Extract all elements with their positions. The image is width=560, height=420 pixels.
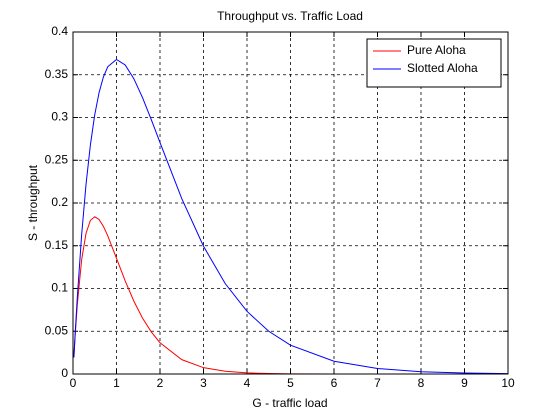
x-tick-label: 3 <box>200 376 207 390</box>
y-tick-label: 0 <box>61 366 68 380</box>
x-tick-label: 9 <box>461 376 468 390</box>
x-tick-label: 5 <box>287 376 294 390</box>
series-line <box>73 58 509 375</box>
legend: Pure Aloha Slotted Aloha <box>366 38 502 88</box>
chart-title: Throughput vs. Traffic Load <box>217 9 363 23</box>
x-tick-label: 1 <box>113 376 120 390</box>
legend-box <box>366 38 502 88</box>
x-tick-label: 7 <box>374 376 381 390</box>
legend-label: Slotted Aloha <box>407 61 478 75</box>
x-axis-label: G - traffic load <box>252 396 327 410</box>
x-tick-label: 6 <box>331 376 338 390</box>
y-tick-label: 0.3 <box>51 110 68 124</box>
x-tick-label: 0 <box>70 376 77 390</box>
axes-box <box>72 31 509 375</box>
y-tick-label: 0.2 <box>51 195 68 209</box>
x-tick-label: 10 <box>501 376 515 390</box>
y-tick-label: 0.15 <box>45 238 69 252</box>
x-tick-label: 4 <box>244 376 251 390</box>
y-tick-label: 0.4 <box>51 24 68 38</box>
y-tick-label: 0.1 <box>51 281 68 295</box>
y-tick-label: 0.05 <box>45 323 69 337</box>
legend-label: Pure Aloha <box>407 43 466 57</box>
x-tick-label: 2 <box>157 376 164 390</box>
y-axis-label: S - throughput <box>26 164 40 241</box>
y-tick-label: 0.35 <box>45 67 69 81</box>
x-tick-label: 8 <box>418 376 425 390</box>
y-tick-label: 0.25 <box>45 152 69 166</box>
